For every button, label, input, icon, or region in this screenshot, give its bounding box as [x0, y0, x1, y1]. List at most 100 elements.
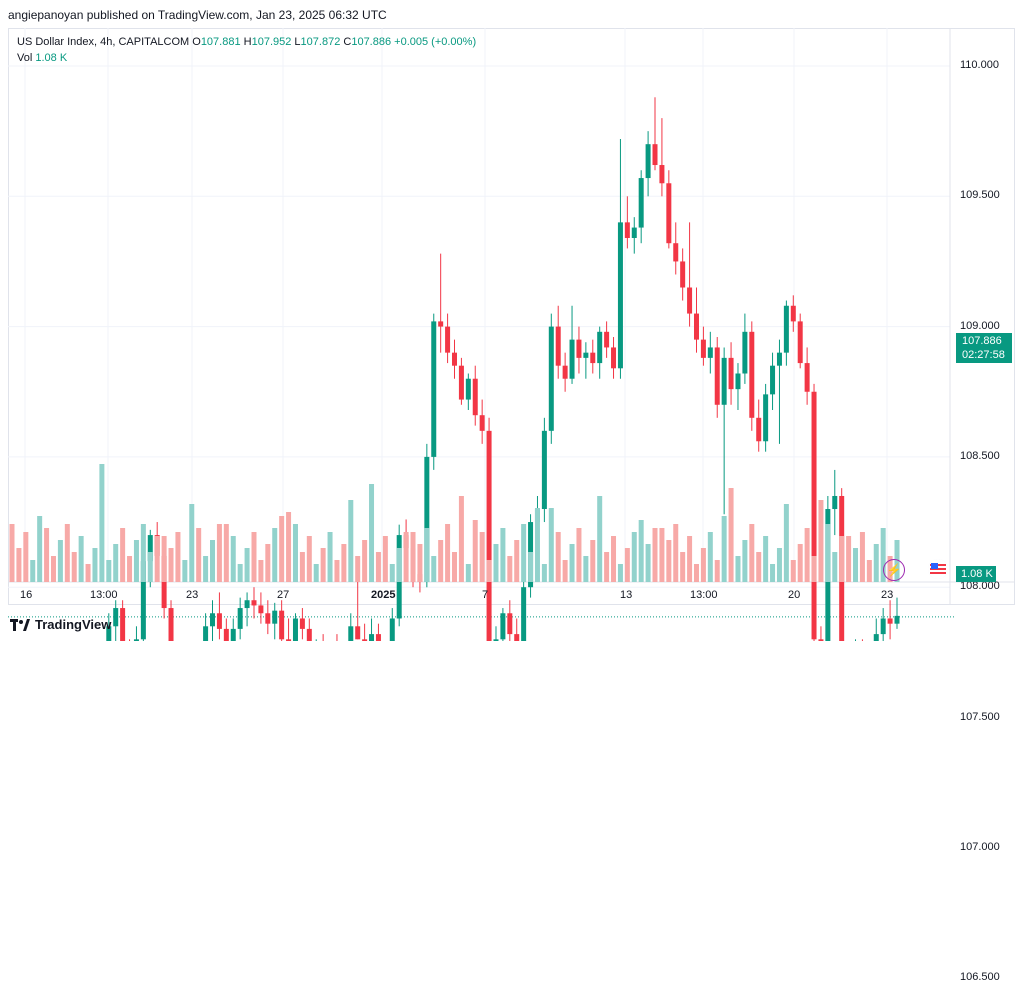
volume-bar	[721, 516, 727, 582]
candle-body	[680, 261, 686, 288]
volume-row: Vol 1.08 K	[17, 50, 476, 66]
volume-bar	[458, 496, 464, 582]
close-value: 107.886	[351, 36, 392, 48]
volume-bar	[355, 556, 361, 582]
chart-canvas[interactable]	[0, 0, 1024, 641]
volume-bar	[127, 556, 133, 582]
volume-bar	[210, 540, 216, 582]
volume-bar	[680, 552, 686, 582]
volume-bar	[37, 516, 43, 582]
volume-bar	[272, 528, 278, 582]
volume-bar	[859, 532, 865, 582]
volume-bar	[631, 532, 637, 582]
volume-bar	[472, 520, 478, 582]
candle-body	[638, 178, 644, 228]
volume-bar	[327, 532, 333, 582]
candle-body	[742, 331, 748, 374]
time-axis-label: 7	[482, 589, 489, 601]
candle-body	[576, 339, 582, 358]
price-axis-label: 109.500	[960, 189, 1000, 202]
volume-bar	[846, 536, 852, 582]
volume-bar	[804, 528, 810, 582]
candle-body	[756, 417, 762, 442]
volume-bar	[369, 484, 375, 582]
volume-bar	[9, 524, 15, 582]
candle-body	[147, 535, 153, 562]
footer-brand[interactable]: TradingView	[35, 617, 112, 632]
candle-body	[721, 357, 727, 405]
candle-body	[348, 626, 354, 641]
candle-body	[894, 615, 900, 624]
candle-body	[223, 628, 229, 641]
volume-bar	[203, 556, 209, 582]
volume-bar	[23, 532, 29, 582]
price-axis-label: 107.500	[960, 710, 1000, 723]
volume-bar	[756, 552, 762, 582]
volume-bar	[438, 540, 444, 582]
candle-body	[659, 165, 665, 184]
volume-bar	[880, 528, 886, 582]
volume-bar	[396, 548, 402, 582]
volume-bar	[500, 528, 506, 582]
chart-frame[interactable]	[8, 28, 1015, 605]
tradingview-logo-icon	[10, 618, 30, 631]
low-value: 107.872	[300, 36, 341, 48]
candle-body	[210, 613, 216, 627]
volume-bar	[106, 560, 112, 582]
candle-body	[569, 339, 575, 379]
candle-body	[369, 634, 375, 641]
candle-body	[362, 639, 368, 641]
candle-body	[790, 305, 796, 322]
volume-bar	[555, 532, 561, 582]
volume-bar	[161, 536, 167, 582]
candle-body	[251, 600, 257, 606]
candle-body	[811, 391, 817, 640]
volume-bar	[334, 560, 340, 582]
us-flag-icon[interactable]	[928, 559, 948, 579]
volume-bar	[216, 524, 222, 582]
candle-body	[230, 628, 236, 641]
candle-body	[541, 430, 547, 510]
volume-bar	[341, 544, 347, 582]
volume-bar	[279, 516, 285, 582]
volume-bar	[424, 528, 430, 582]
volume-bar	[645, 544, 651, 582]
candle-body	[887, 618, 893, 624]
volume-bar	[528, 552, 534, 582]
candle-body	[244, 600, 250, 609]
chart-legend: US Dollar Index, 4h, CAPITALCOM O107.881…	[17, 34, 476, 66]
candle-body	[168, 608, 174, 641]
candle-body	[133, 639, 139, 641]
candle-body	[562, 365, 568, 379]
volume-label[interactable]: Vol	[17, 52, 33, 64]
volume-bar	[479, 532, 485, 582]
volume-bar	[348, 500, 354, 582]
volume-bar	[244, 548, 250, 582]
candle-body	[617, 222, 623, 369]
volume-bar	[313, 564, 319, 582]
volume-bar	[306, 536, 312, 582]
candle-body	[486, 430, 492, 641]
volume-bar	[230, 536, 236, 582]
candle-body	[763, 394, 769, 442]
symbol-label[interactable]: US Dollar Index, 4h, CAPITALCOM	[17, 36, 190, 48]
volume-bar	[659, 528, 665, 582]
volume-bar	[790, 560, 796, 582]
countdown-timer: 02:27:58	[962, 349, 1005, 361]
candle-body	[555, 326, 561, 366]
price-axis-label: 107.000	[960, 840, 1000, 853]
volume-bar	[521, 524, 527, 582]
volume-bar	[50, 556, 56, 582]
close-label: C	[343, 36, 352, 48]
lightning-icon[interactable]: ⚡	[883, 559, 905, 581]
volume-bar	[175, 532, 181, 582]
volume-bar	[320, 548, 326, 582]
candle-body	[631, 227, 637, 238]
volume-bar	[189, 504, 195, 582]
candle-body	[355, 626, 361, 640]
candle-body	[458, 365, 464, 400]
candle-body	[583, 352, 589, 358]
candle-body	[272, 610, 278, 624]
candle-body	[673, 243, 679, 262]
volume-bar	[617, 564, 623, 582]
